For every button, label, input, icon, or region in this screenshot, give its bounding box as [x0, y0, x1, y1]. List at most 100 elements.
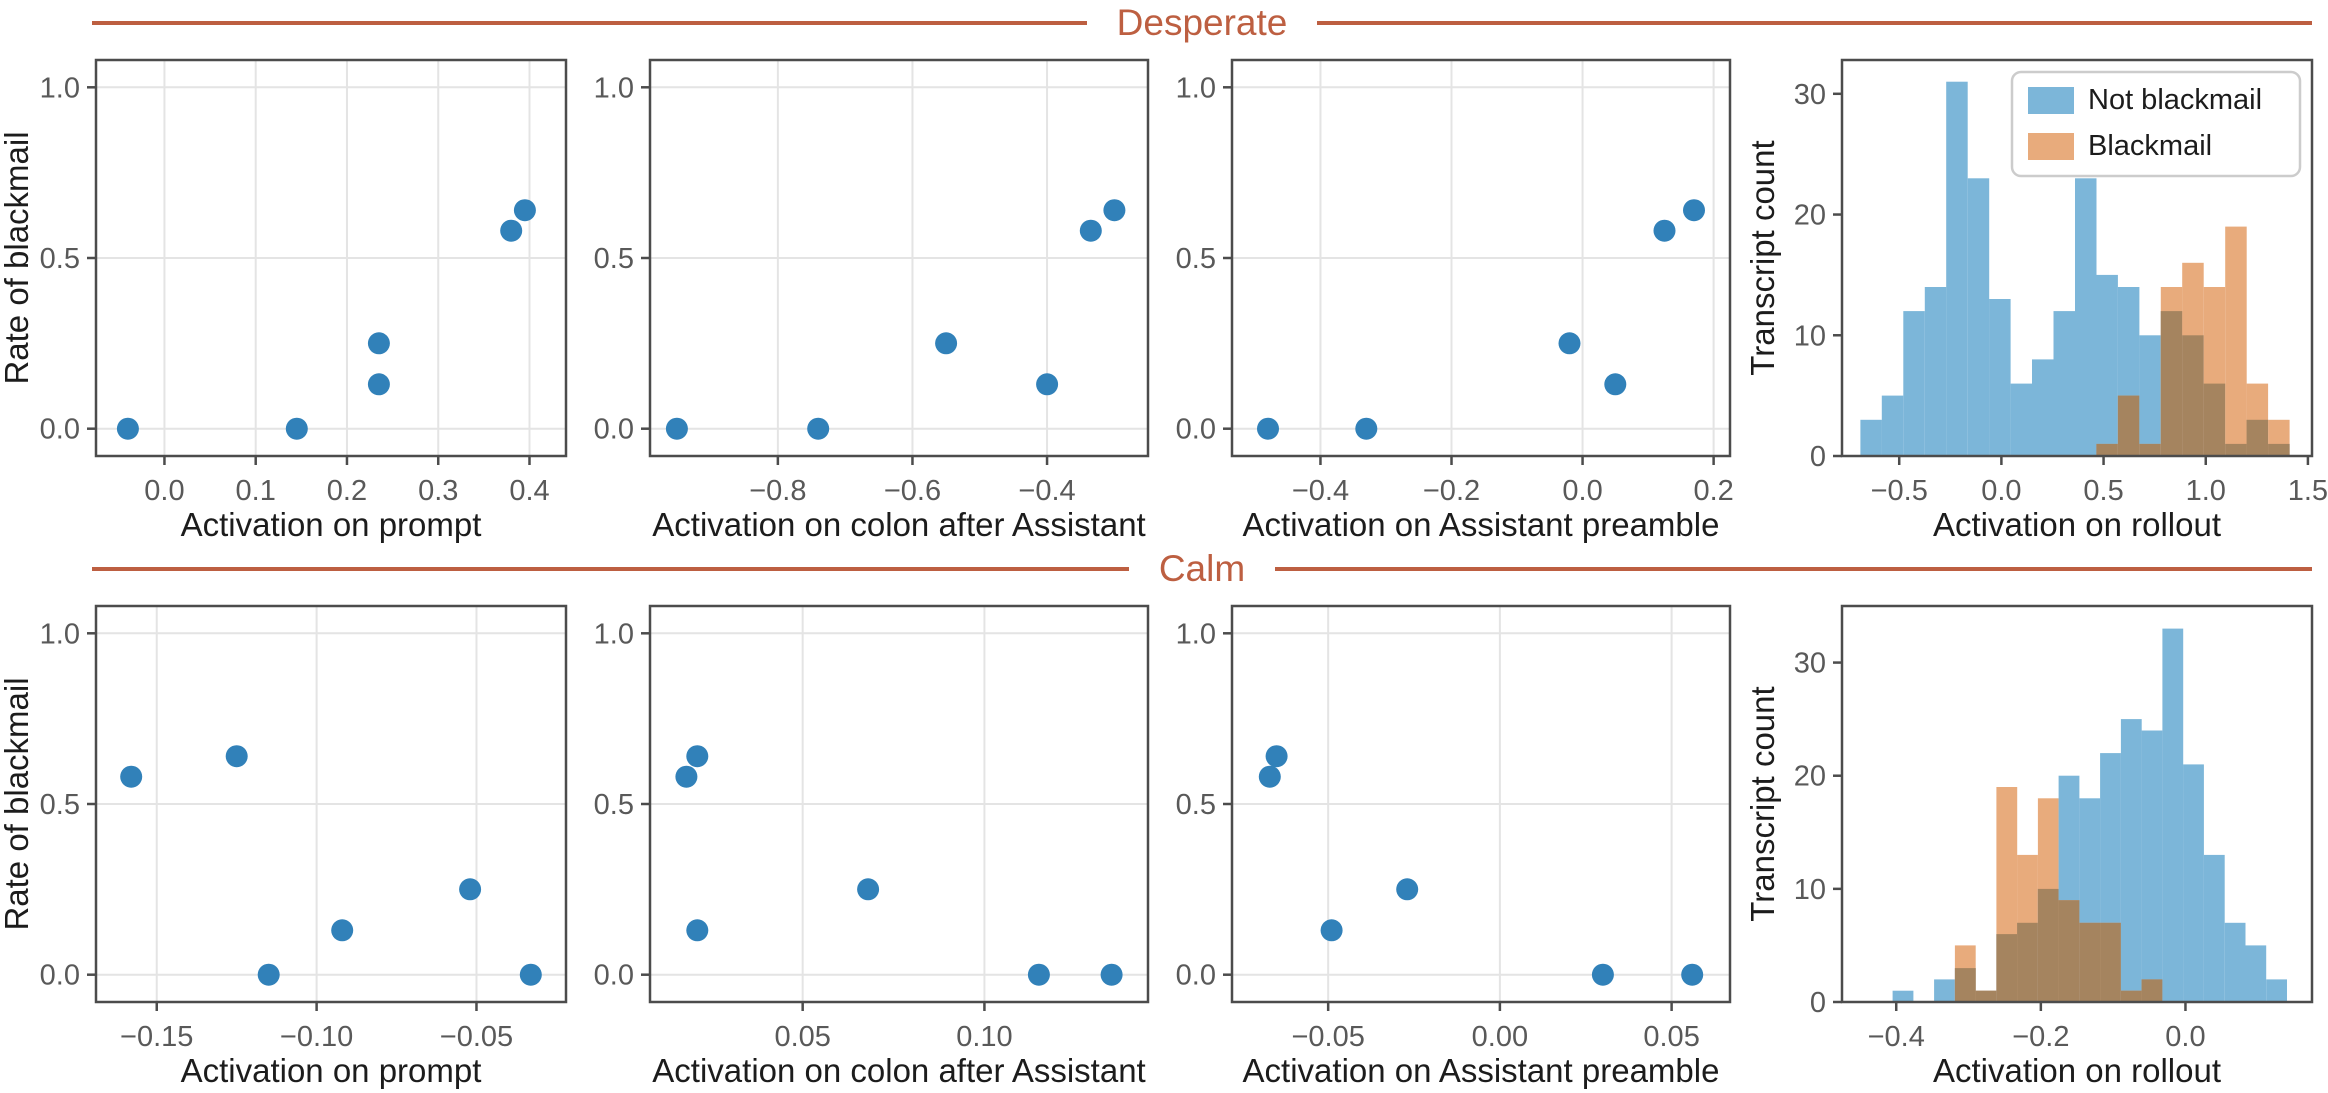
- title-rule-left: [92, 567, 1129, 571]
- x-axis: 0.0 0.1 0.2 0.3 0.4 Activation on prompt: [144, 456, 550, 543]
- x-tick-label: −0.5: [1871, 475, 1928, 507]
- data-point: [686, 919, 709, 942]
- y-axis-label: Transcript count: [1746, 140, 1781, 375]
- data-point: [1027, 963, 1050, 986]
- y-tick-label: 30: [1794, 79, 1826, 111]
- y-tick-label: 30: [1794, 648, 1826, 680]
- x-tick-label: 0.05: [774, 1021, 830, 1053]
- x-tick-label: 0.00: [1472, 1021, 1528, 1053]
- x-axis-label: Activation on Assistant preamble: [1243, 1052, 1720, 1089]
- histogram-bars: [1860, 81, 2290, 457]
- data-point: [257, 963, 280, 986]
- legend-label: Blackmail: [2088, 130, 2212, 162]
- bar-not-blackmail: [1903, 311, 1925, 456]
- plot-desperate-activation-on-assistant-preamble: −0.4 −0.2 0.0 0.2 Activation on Assistant pr…: [1164, 46, 1746, 546]
- x-axis-label: Activation on colon after Assistant: [652, 1052, 1145, 1089]
- data-point: [500, 219, 523, 242]
- legend: Not blackmail Blackmail: [2010, 70, 2302, 178]
- bar-not-blackmail: [1989, 299, 2011, 456]
- gridlines: [650, 60, 1148, 456]
- data-point: [1355, 417, 1378, 440]
- title-rule-left: [92, 21, 1087, 25]
- data-point: [1079, 219, 1102, 242]
- bar-overlap: [2225, 443, 2247, 456]
- bar-not-blackmail: [2183, 764, 2204, 1002]
- data-point: [285, 417, 308, 440]
- row-calm: Calm −0.15 −0.10 −0.05 Activation on prompt…: [0, 546, 2328, 1092]
- x-tick-label: −0.6: [884, 475, 941, 507]
- bar-not-blackmail: [2203, 854, 2225, 1002]
- data-point: [116, 417, 139, 440]
- y-tick-label: 0.5: [1176, 789, 1216, 821]
- y-tick-label: 0.0: [40, 414, 80, 446]
- y-tick-label: 1.0: [40, 72, 80, 104]
- bar-overlap: [2117, 395, 2140, 456]
- data-point: [1320, 919, 1343, 942]
- data-point: [1257, 417, 1279, 440]
- bar-not-blackmail: [1967, 178, 1990, 457]
- y-tick-label: 0.5: [40, 243, 80, 275]
- data-point: [807, 417, 830, 440]
- bar-overlap: [2037, 888, 2059, 1002]
- y-tick-label: 0.5: [40, 789, 80, 821]
- y-tick-label: 0.0: [594, 414, 634, 446]
- data-point: [686, 745, 709, 768]
- gridlines: [1232, 606, 1730, 1002]
- data-point: [1683, 199, 1705, 222]
- y-tick-label: 0: [1810, 987, 1826, 1019]
- y-tick-label: 1.0: [594, 72, 634, 104]
- data-point: [367, 332, 390, 355]
- scatter-points: [120, 745, 542, 986]
- x-tick-label: 0.2: [1693, 475, 1733, 507]
- x-tick-label: −0.05: [440, 1021, 513, 1053]
- x-tick-label: −0.4: [1018, 475, 1075, 507]
- bar-not-blackmail: [1860, 419, 1882, 456]
- bar-overlap: [2096, 443, 2118, 456]
- x-axis-label: Activation on colon after Assistant: [652, 506, 1145, 543]
- y-tick-label: 20: [1794, 200, 1826, 232]
- y-axis: 0.0 0.5 1.0: [1176, 72, 1232, 446]
- bar-overlap: [2139, 443, 2161, 456]
- title-rule-right: [1275, 567, 2312, 571]
- row-title-calm: Calm: [0, 546, 2328, 592]
- bar-overlap: [2100, 922, 2121, 1002]
- data-point: [1604, 373, 1627, 396]
- plot-calm-activation-on-colon-after-assistant: 0.05 0.10 Activation on colon after Assist…: [582, 592, 1164, 1092]
- y-tick-label: 20: [1794, 761, 1826, 793]
- y-axis: 0 10 20 30 Transcript count: [1746, 648, 1842, 1019]
- data-point: [1591, 963, 1614, 986]
- y-axis: 0 10 20 30 Transcript count: [1746, 79, 1842, 473]
- gridlines: [1232, 60, 1730, 456]
- y-axis: 0.0 0.5 1.0: [1176, 618, 1232, 992]
- scatter-points: [116, 199, 536, 440]
- x-axis-label: Activation on Assistant preamble: [1243, 506, 1720, 543]
- bar-not-blackmail: [2139, 335, 2161, 456]
- data-point: [459, 878, 482, 901]
- gridlines: [650, 606, 1148, 1002]
- x-tick-label: 0.1: [236, 475, 276, 507]
- bar-not-blackmail: [2224, 922, 2246, 1002]
- y-tick-label: 1.0: [1176, 618, 1216, 650]
- x-tick-label: 0.10: [956, 1021, 1012, 1053]
- data-point: [225, 745, 248, 768]
- bar-not-blackmail: [2010, 383, 2033, 456]
- y-axis-label: Transcript count: [1746, 686, 1781, 921]
- x-tick-label: −0.15: [120, 1021, 193, 1053]
- bar-not-blackmail: [1892, 990, 1914, 1002]
- gridlines: [96, 606, 566, 1002]
- bar-not-blackmail: [1934, 979, 1955, 1002]
- x-tick-label: 0.0: [1562, 475, 1602, 507]
- x-tick-label: 0.5: [2083, 475, 2123, 507]
- y-tick-label: 0.0: [1176, 960, 1216, 992]
- x-axis-label: Activation on prompt: [181, 506, 482, 543]
- x-tick-label: 0.0: [1981, 475, 2021, 507]
